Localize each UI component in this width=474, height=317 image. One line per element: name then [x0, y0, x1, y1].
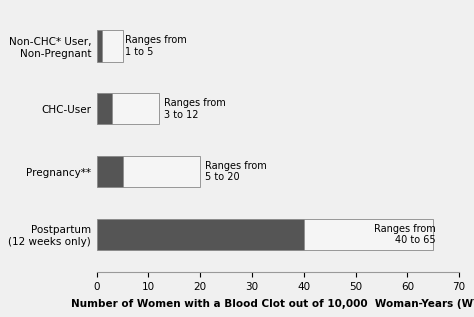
Bar: [112, 93, 159, 125]
Text: Ranges from
3 to 12: Ranges from 3 to 12: [164, 98, 226, 120]
Bar: [97, 93, 112, 125]
Text: Ranges from
5 to 20: Ranges from 5 to 20: [205, 161, 267, 182]
Bar: [97, 30, 102, 62]
Bar: [123, 156, 200, 187]
Text: Ranges from
40 to 65: Ranges from 40 to 65: [374, 223, 436, 245]
X-axis label: Number of Women with a Blood Clot out of 10,000  Woman-Years (WY): Number of Women with a Blood Clot out of…: [71, 299, 474, 309]
Bar: [97, 219, 304, 250]
Text: Ranges from
1 to 5: Ranges from 1 to 5: [125, 35, 187, 57]
Bar: [97, 156, 123, 187]
Bar: [304, 219, 433, 250]
Bar: [102, 30, 123, 62]
